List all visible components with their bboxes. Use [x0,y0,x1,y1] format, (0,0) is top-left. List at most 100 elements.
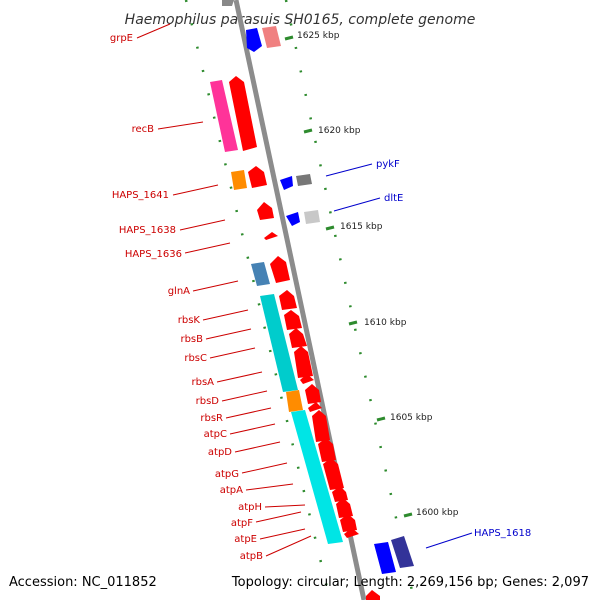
pykF-gene-arrow [280,176,293,190]
dltE-gene-arrow [286,212,300,226]
gene-label-atpE: atpE [234,534,257,545]
leader-atpG [241,462,288,474]
gene-label-rbsC: rbsC [184,353,207,364]
left-labels: grpE recB HAPS_1641 HAPS_1638 HAPS_1636 … [110,33,263,562]
recB-gene-arrow [229,76,257,151]
grpE-gene-arrow [246,28,262,52]
gene-arrow [222,0,234,6]
leader-rbsR [225,407,272,419]
leader-pykF [325,163,373,177]
kbp-label-1620: 1620 kbp [318,126,361,136]
leader-grpE [136,23,171,39]
glnA-gene-arrow [251,262,270,286]
rbsK-gene-arrow [279,290,297,310]
atpA-gene-arrow [323,458,344,490]
leader-atpD [234,441,281,453]
atpE-gene-arrow [340,514,357,532]
leader-rbsD [221,390,268,402]
leader-rbsK [202,309,249,321]
gene-label-HAPS_1618: HAPS_1618 [474,528,531,539]
leader-atpB [265,535,312,557]
leader-HAPS_1641 [172,184,219,196]
leader-glnA [192,280,239,292]
gene-arrow [366,590,380,600]
atpF-gene-arrow [336,498,353,518]
rbsC-gene-arrow [289,328,307,348]
leader-dltE [333,197,381,212]
gene-label-rbsD: rbsD [196,396,220,407]
atp-operon-block [291,410,343,544]
gene-label-dltE: dltE [384,193,403,204]
kbp-label-1605: 1605 kbp [390,413,433,423]
glnA-gene-arrow [270,256,290,283]
major-tick-1600 [403,512,413,518]
HAPS_1641-gene-arrow [231,170,247,190]
recB-gene-arrow [210,80,238,152]
leader-atpF [255,511,302,523]
rbs-operon-block [260,294,298,392]
gene-label-recB: recB [132,124,155,135]
atpD-gene-arrow [312,410,330,442]
gene-label-HAPS_1641: HAPS_1641 [112,190,169,201]
label-leaders-right [325,163,473,549]
rbsB-gene-arrow [284,310,302,330]
atpG-gene-arrow [318,438,336,462]
atpC-gene-arrow [308,402,322,412]
leader-rbsC [209,347,256,359]
kbp-label-1615: 1615 kbp [340,222,383,232]
major-tick-1620 [303,128,313,134]
rbsA-gene-arrow [294,346,313,378]
topology-text: Topology: circular; Length: 2,269,156 bp… [231,575,589,590]
gene-label-atpG: atpG [215,469,239,480]
gene-label-atpD: atpD [208,447,232,458]
HAPS_1618-gene-arrow [374,542,396,574]
grpE-gene-arrow [262,26,281,48]
leader-atpA [245,483,294,491]
label-leaders-left [136,23,312,557]
reverse-genes [246,26,414,574]
major-tick-1610 [348,320,358,326]
atpH-gene-arrow [332,486,348,502]
leader-recB [157,121,204,130]
leader-rbsB [205,328,252,340]
leader-HAPS_1618 [425,532,473,549]
major-tick-1615 [325,225,335,231]
kbp-label-1610: 1610 kbp [364,318,407,328]
leader-HAPS_1638 [179,219,226,231]
gene-label-HAPS_1636: HAPS_1636 [125,249,182,260]
leader-atpH [264,504,306,508]
HAPS_1618-gene-arrow [391,536,414,568]
gene-label-rbsB: rbsB [180,334,203,345]
leader-HAPS_1636 [184,242,231,254]
gene-label-pykF: pykF [376,159,400,170]
gene-label-atpB: atpB [240,551,263,562]
gene-label-atpH: atpH [238,502,262,513]
map-title: Haemophilus parasuis SH0165, complete ge… [125,12,476,28]
kbp-label-1625: 1625 kbp [297,31,340,41]
atpB-gene-arrow [344,528,359,538]
gene-label-grpE: grpE [110,33,133,44]
gene-label-rbsA: rbsA [191,377,214,388]
major-ticks [284,35,413,518]
forward-genes [210,0,380,600]
leader-rbsA [216,371,263,383]
HAPS_1638-gene-arrow [257,202,274,220]
leader-atpE [259,528,306,540]
gene-label-HAPS_1638: HAPS_1638 [119,225,176,236]
HAPS_1641-gene-arrow [248,166,267,188]
gene-label-rbsR: rbsR [200,413,223,424]
major-tick-1625 [284,35,294,41]
leader-atpC [229,423,276,435]
gene-label-atpC: atpC [204,429,227,440]
rbsD-gene-arrow [300,374,314,384]
gene-label-atpF: atpF [231,518,253,529]
gene-label-rbsK: rbsK [178,315,201,326]
right-labels: pykF dltE HAPS_1618 [376,159,531,539]
rbsR-gene-arrow [286,390,303,412]
rbsR-gene-arrow [305,384,321,404]
pykF-gene-arrow [296,174,312,186]
accession-text: Accession: NC_011852 [9,575,157,590]
major-tick-1605 [376,416,386,422]
gene-label-glnA: glnA [168,286,190,297]
